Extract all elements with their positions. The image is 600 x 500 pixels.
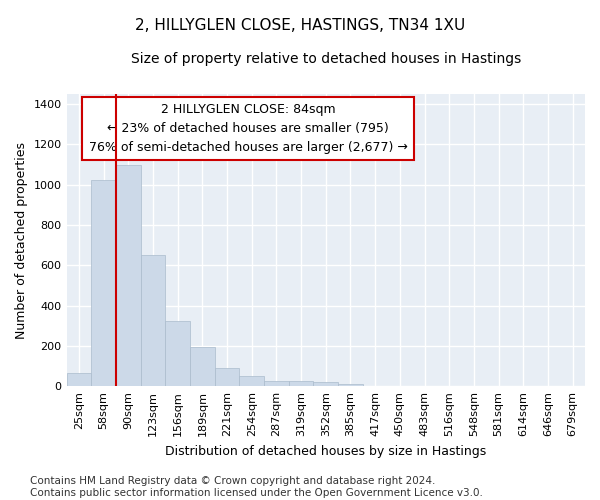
X-axis label: Distribution of detached houses by size in Hastings: Distribution of detached houses by size … (165, 444, 487, 458)
Bar (91, 180, 116, 386)
Bar (289, 381, 313, 386)
Bar (264, 381, 289, 386)
Text: Contains HM Land Registry data © Crown copyright and database right 2024.
Contai: Contains HM Land Registry data © Crown c… (30, 476, 483, 498)
Bar (338, 384, 363, 386)
Title: Size of property relative to detached houses in Hastings: Size of property relative to detached ho… (131, 52, 521, 66)
Bar (67, 373, 91, 386)
Bar (313, 382, 338, 386)
Bar (190, 347, 215, 386)
Bar (116, 164, 140, 386)
Bar (215, 368, 239, 386)
Bar (165, 320, 190, 386)
Y-axis label: Number of detached properties: Number of detached properties (15, 142, 28, 338)
Bar (140, 255, 165, 386)
Text: 2, HILLYGLEN CLOSE, HASTINGS, TN34 1XU: 2, HILLYGLEN CLOSE, HASTINGS, TN34 1XU (135, 18, 465, 32)
Bar (239, 376, 264, 386)
Text: 2 HILLYGLEN CLOSE: 84sqm
← 23% of detached houses are smaller (795)
76% of semi-: 2 HILLYGLEN CLOSE: 84sqm ← 23% of detach… (89, 103, 407, 154)
